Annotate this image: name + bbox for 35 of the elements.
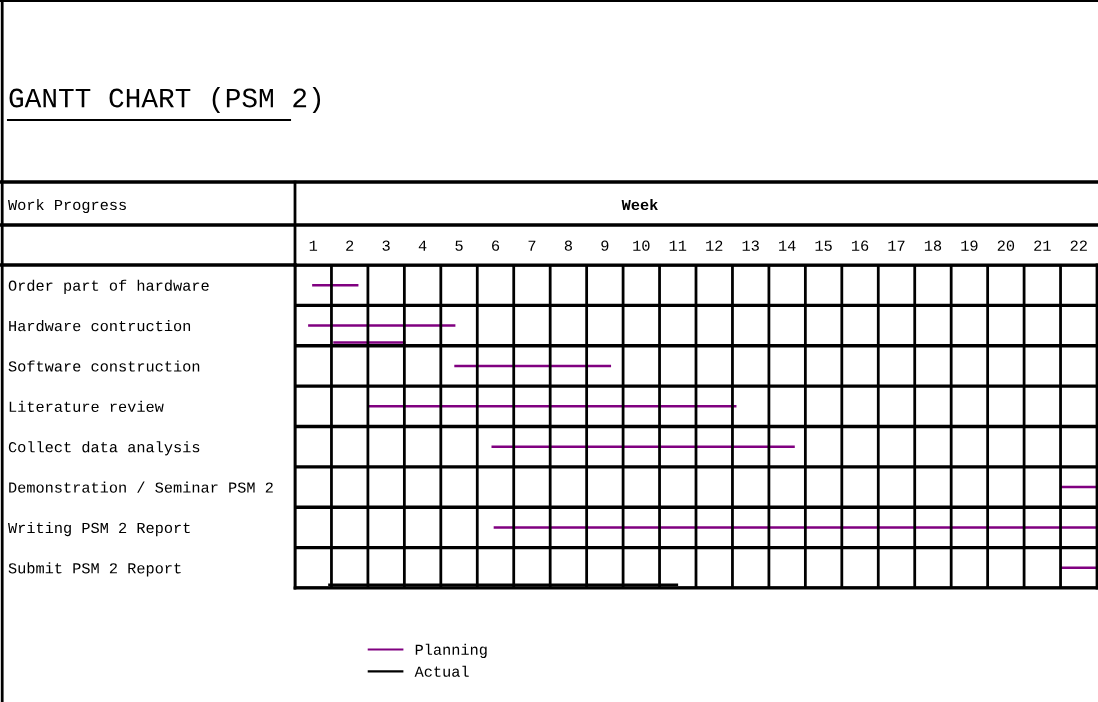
x-tick-label: 15: [815, 240, 832, 251]
x-tick-label: 7: [528, 240, 536, 251]
y-tick-label: Software construction: [8, 360, 200, 372]
x-tick-label: 14: [779, 240, 796, 251]
x-tick-label: 22: [1070, 240, 1087, 251]
x-tick-label: 5: [455, 240, 463, 251]
x-tick-label: 1: [309, 240, 318, 251]
x-tick-label: 3: [382, 240, 390, 251]
x-tick-label: 10: [633, 240, 650, 251]
legend-label: Planning: [415, 643, 487, 658]
x-tick-label: 21: [1034, 240, 1051, 251]
x-tick-label: 9: [601, 240, 609, 251]
chart-title: GANTT CHART (PSM 2): [9, 87, 321, 113]
x-tick-label: 12: [706, 240, 723, 251]
y-tick-label: Submit PSM 2 Report: [8, 562, 181, 577]
x-tick-label: 20: [997, 240, 1015, 251]
y-tick-label: Collect data analysis: [8, 441, 200, 456]
x-tick-label: 16: [851, 240, 869, 251]
y-tick-label: Hardware contruction: [9, 320, 191, 332]
y-axis-title: Work Progress: [8, 198, 126, 214]
x-axis-title: Week: [621, 198, 658, 211]
x-tick-label: 2: [346, 240, 354, 251]
x-tick-label: 13: [742, 240, 759, 251]
x-tick-label: 11: [669, 240, 687, 251]
x-tick-label: 4: [418, 240, 427, 251]
x-tick-label: 19: [961, 240, 978, 251]
y-tick-label: Literature review: [9, 400, 164, 412]
legend-label: Actual: [414, 665, 469, 677]
y-tick-label: Demonstration / Seminar PSM 2: [9, 481, 273, 493]
x-tick-label: 8: [564, 240, 572, 251]
x-tick-label: 17: [888, 240, 905, 251]
y-tick-label: Order part of hardware: [8, 279, 209, 294]
y-tick-label: Writing PSM 2 Report: [8, 521, 190, 537]
x-tick-label: 18: [924, 240, 942, 251]
x-tick-label: 6: [492, 240, 500, 251]
